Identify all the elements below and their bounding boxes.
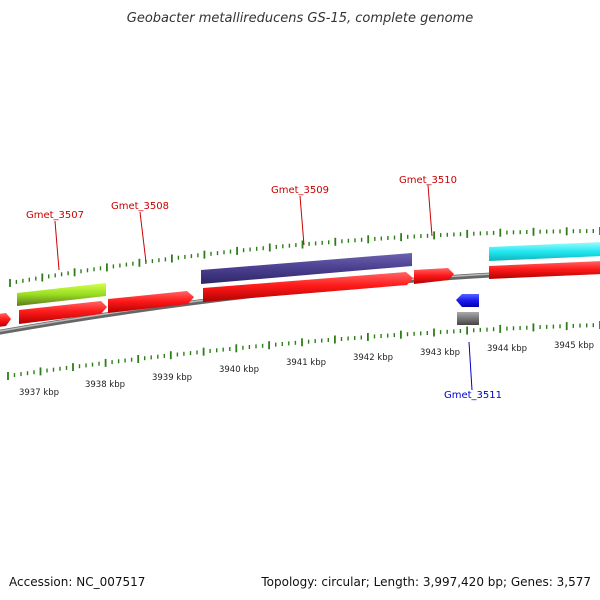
gene-bar-gmet-3509[interactable]: [201, 253, 412, 284]
cds-arrow-gmet-3507[interactable]: [19, 301, 107, 324]
cds-arrow-gmet-3509[interactable]: [203, 272, 413, 302]
gene-bar-gmet-3507[interactable]: [17, 283, 106, 306]
gene-label-gmet-3507[interactable]: Gmet_3507: [26, 210, 84, 221]
cds-arrow-partial[interactable]: [0, 313, 11, 327]
scale-label-3943: 3943 kbp: [420, 348, 460, 358]
genome-backbone-highlight: [0, 268, 600, 332]
gene-label-gmet-3510[interactable]: Gmet_3510: [399, 175, 457, 186]
scale-label-3939: 3939 kbp: [152, 373, 192, 383]
leader-line-gmet-3509: [299, 195, 305, 246]
scale-label-3945: 3945 kbp: [554, 341, 594, 351]
genome-summary-text: Topology: circular; Length: 3,997,420 bp…: [260, 575, 591, 589]
scale-labels: 3937 kbp 3938 kbp 3939 kbp 3940 kbp 3941…: [19, 341, 594, 398]
gene-label-gmet-3511[interactable]: Gmet_3511: [444, 390, 502, 401]
lower-tick-row: [7, 321, 600, 380]
cds-arrow-gmet-3508[interactable]: [108, 291, 194, 313]
scale-label-3938: 3938 kbp: [85, 380, 125, 390]
scale-label-3937: 3937 kbp: [19, 388, 59, 398]
scale-label-3944: 3944 kbp: [487, 344, 527, 354]
leader-line-gmet-3507: [54, 220, 60, 271]
gene-bar-right[interactable]: [489, 242, 600, 261]
leader-line-gmet-3508: [139, 211, 147, 263]
gene-track-forward: [17, 242, 600, 306]
cds-arrow-gmet-3511[interactable]: [456, 294, 479, 307]
scale-label-3942: 3942 kbp: [353, 353, 393, 363]
leader-line-gmet-3510: [427, 184, 433, 237]
gene-label-gmet-3509[interactable]: Gmet_3509: [271, 185, 329, 196]
map-title: Geobacter metallireducens GS-15, complet…: [127, 11, 473, 26]
gene-bar-gmet-3511[interactable]: [457, 312, 479, 325]
cds-arrow-gmet-3510[interactable]: [414, 268, 454, 284]
gene-track-reverse: [456, 294, 479, 325]
gene-label-gmet-3508[interactable]: Gmet_3508: [111, 201, 169, 212]
scale-label-3941: 3941 kbp: [286, 358, 326, 368]
accession-text: Accession: NC_007517: [9, 575, 145, 589]
leader-line-gmet-3511: [468, 341, 473, 391]
genome-backbone: [0, 267, 600, 335]
gene-labels: Gmet_3507 Gmet_3508 Gmet_3509 Gmet_3510 …: [26, 175, 502, 401]
cds-track-forward: [0, 261, 600, 327]
scale-label-3940: 3940 kbp: [219, 365, 259, 375]
upper-tick-row: [9, 227, 600, 287]
cds-arrow-right[interactable]: [489, 261, 600, 279]
